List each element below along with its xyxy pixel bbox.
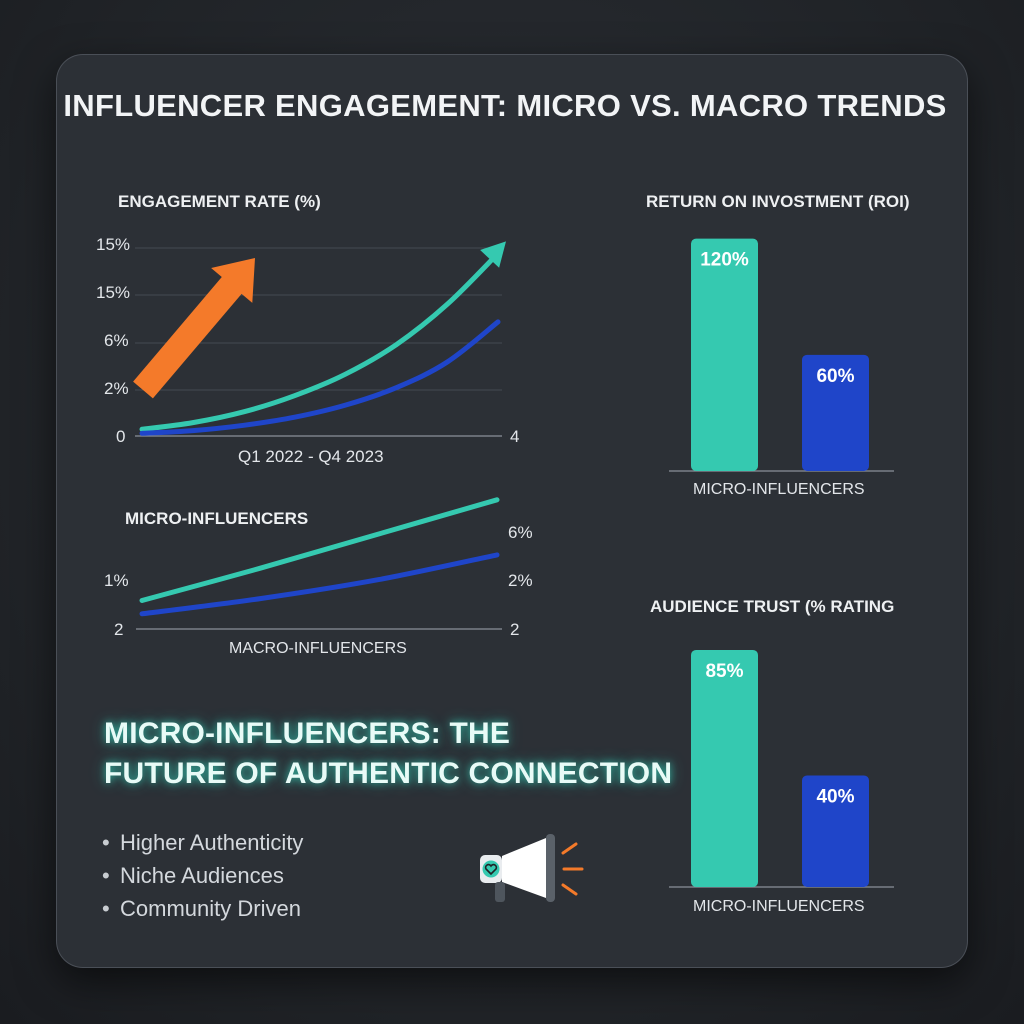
macro-engagement-line	[139, 319, 501, 436]
megaphone-heart-icon	[480, 834, 584, 902]
roi-bar-micro	[691, 238, 758, 471]
micro-x-label: MACRO-INFLUENCERS	[229, 640, 407, 657]
trust-category-label: MICRO-INFLUENCERS	[693, 898, 865, 915]
roi-data-label: 120%	[700, 250, 749, 271]
roi-data-label: 60%	[816, 366, 854, 387]
engagement-y-tick-1: 15%	[96, 235, 131, 254]
micro-right-tick-2: 2%	[508, 571, 533, 590]
micro-right-tick-1: 6%	[508, 523, 533, 542]
engagement-y-tick-5: 0	[116, 427, 126, 446]
up-arrow-icon	[133, 258, 255, 399]
micro-y-tick-1: 1%	[104, 571, 129, 590]
trust-data-label: 40%	[816, 786, 854, 807]
roi-chart-title: RETURN ON INVOSTMENT (ROI)	[646, 192, 910, 211]
micro-trend-arrowhead	[480, 241, 506, 268]
micro-trend-line	[139, 497, 500, 603]
bullet-icon: •	[102, 863, 110, 888]
micro-right-tick-3: 2	[510, 620, 520, 639]
engagement-y-tick-2: 15%	[96, 283, 131, 302]
headline: MICRO-INFLUENCERS: THE FUTURE OF AUTHENT…	[104, 714, 672, 794]
benefit-item: • Higher Authenticity	[102, 826, 303, 859]
macro-trend-line	[139, 552, 500, 617]
roi-bar-macro	[802, 354, 869, 471]
headline-line-1: MICRO-INFLUENCERS: THE	[104, 717, 511, 750]
micro-engagement-line	[139, 250, 501, 432]
engagement-y-tick-4: 2%	[104, 379, 129, 398]
headline-line-2: FUTURE OF AUTHENTIC CONNECTION	[104, 757, 673, 790]
bullet-icon: •	[102, 896, 110, 921]
benefit-list: • Higher Authenticity • Niche Audiences • C…	[102, 826, 303, 925]
benefit-item: • Community Driven	[102, 892, 303, 925]
bullet-icon: •	[102, 830, 110, 855]
micro-chart-title: MICRO-INFLUENCERS	[125, 509, 309, 528]
engagement-chart-title: ENGAGEMENT RATE (%)	[118, 192, 321, 211]
trust-chart-title: AUDIENCE TRUST (% RATING	[650, 597, 895, 616]
trust-data-label: 85%	[705, 661, 743, 682]
engagement-right-tick: 4	[510, 427, 520, 446]
roi-category-label: MICRO-INFLUENCERS	[693, 481, 865, 498]
micro-y-tick-2: 2	[114, 620, 124, 639]
engagement-x-label: Q1 2022 - Q4 2023	[238, 447, 384, 466]
page-title: INFLUENCER ENGAGEMENT: MICRO VS. MACRO T…	[63, 88, 947, 123]
trust-bar-micro	[691, 649, 758, 887]
benefit-item: • Niche Audiences	[102, 859, 303, 892]
trust-bar-macro	[802, 775, 869, 887]
engagement-y-tick-3: 6%	[104, 331, 129, 350]
